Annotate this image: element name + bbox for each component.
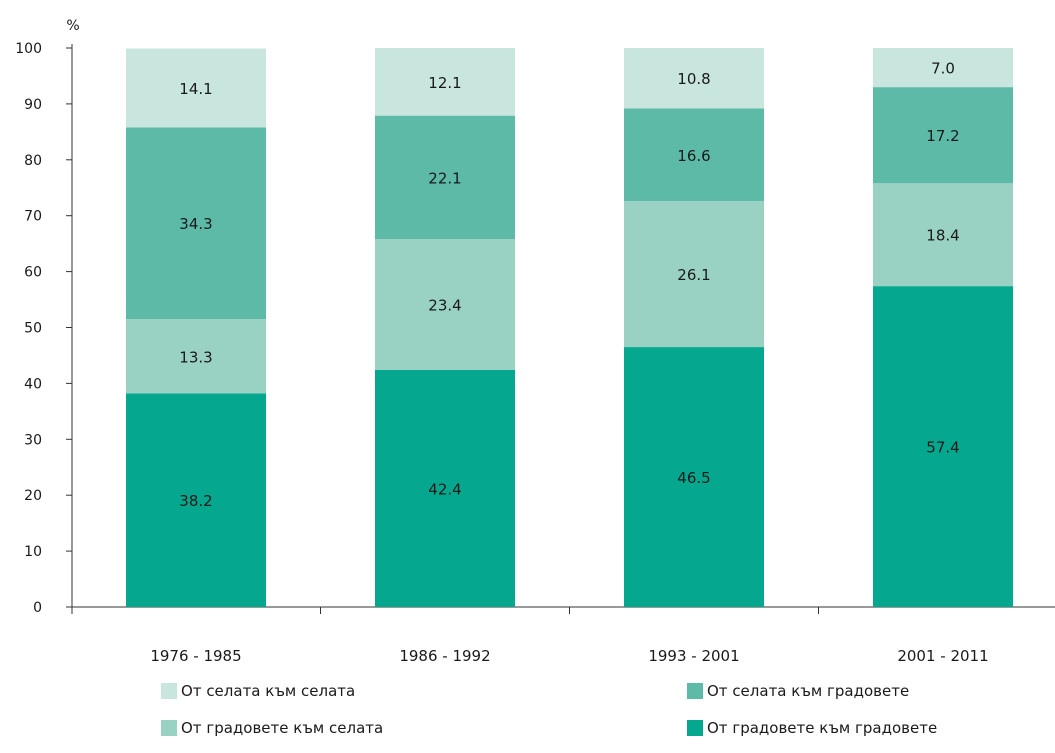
y-tick-label: 50 <box>24 321 42 337</box>
y-tick-label: 20 <box>24 488 42 504</box>
x-category-label: 1986 - 1992 <box>399 647 490 665</box>
y-tick-label: 90 <box>24 97 42 113</box>
bar-segment <box>624 201 764 348</box>
y-tick-label: 10 <box>24 544 42 560</box>
bar-segment <box>873 48 1013 88</box>
data-label: 42.4 <box>428 480 461 498</box>
y-tick-label: 0 <box>33 600 42 616</box>
y-unit-label: % <box>66 18 79 34</box>
y-tick-label: 80 <box>24 153 42 169</box>
data-label: 18.4 <box>926 227 959 245</box>
bar-segment <box>624 48 764 109</box>
x-category-label: 1993 - 2001 <box>648 647 739 665</box>
data-label: 26.1 <box>677 266 710 284</box>
data-label: 57.4 <box>926 439 959 457</box>
data-label: 46.5 <box>677 469 710 487</box>
y-tick-label: 60 <box>24 265 42 281</box>
bar-segment <box>873 286 1013 607</box>
bar-segment <box>375 369 515 607</box>
data-label: 16.6 <box>677 147 710 165</box>
data-label: 17.2 <box>926 127 959 145</box>
data-label: 23.4 <box>428 297 461 315</box>
bar-segment <box>375 239 515 370</box>
data-label: 13.3 <box>179 348 212 366</box>
y-tick-label: 30 <box>24 432 42 448</box>
bar-segment <box>624 347 764 607</box>
y-tick-label: 40 <box>24 376 42 392</box>
data-label: 14.1 <box>179 80 212 98</box>
x-category-label: 1976 - 1985 <box>150 647 241 665</box>
bar-segment <box>873 87 1013 184</box>
data-label: 22.1 <box>428 169 461 187</box>
bar-segment <box>624 108 764 202</box>
bar-segment <box>375 48 515 116</box>
bar-segment <box>126 319 266 394</box>
y-tick-label: 100 <box>15 41 42 57</box>
data-label: 10.8 <box>677 70 710 88</box>
data-label: 7.0 <box>931 60 955 78</box>
data-label: 12.1 <box>428 74 461 92</box>
bar-segment <box>126 127 266 320</box>
data-label: 38.2 <box>179 492 212 510</box>
bar-segment <box>873 183 1013 287</box>
bar-segment <box>375 115 515 240</box>
x-category-label: 2001 - 2011 <box>897 647 988 665</box>
data-label: 34.3 <box>179 215 212 233</box>
bar-segment <box>126 393 266 607</box>
y-tick-label: 70 <box>24 209 42 225</box>
bar-segment <box>126 48 266 128</box>
